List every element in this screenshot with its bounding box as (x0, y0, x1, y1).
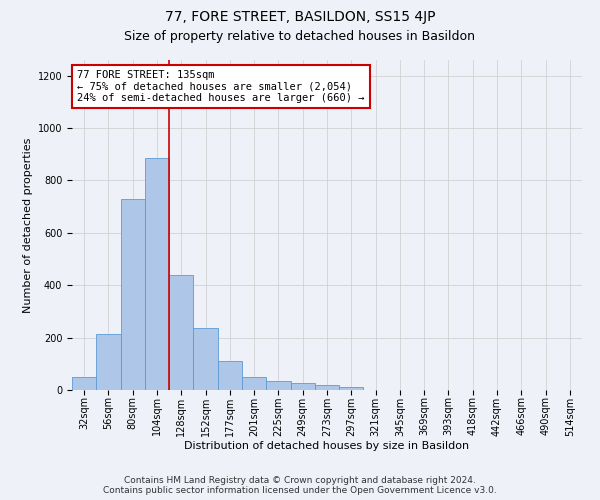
Bar (96, 334, 121, 390)
X-axis label: Distribution of detached houses by size in Basildon: Distribution of detached houses by size … (184, 442, 470, 452)
Text: Size of property relative to detached houses in Basildon: Size of property relative to detached ho… (125, 30, 476, 43)
Bar (339, 388, 364, 390)
Bar (121, 199, 145, 390)
Bar (290, 384, 315, 390)
Bar (169, 275, 193, 390)
Text: 77, FORE STREET, BASILDON, SS15 4JP: 77, FORE STREET, BASILDON, SS15 4JP (165, 10, 435, 24)
Bar (218, 361, 242, 390)
Bar (315, 385, 339, 390)
Bar (72, 377, 96, 390)
Bar (266, 381, 290, 390)
Y-axis label: Number of detached properties: Number of detached properties (23, 138, 34, 312)
Bar (242, 378, 266, 390)
Bar (145, 158, 169, 390)
Text: Contains HM Land Registry data © Crown copyright and database right 2024.
Contai: Contains HM Land Registry data © Crown c… (103, 476, 497, 495)
Text: 77 FORE STREET: 135sqm
← 75% of detached houses are smaller (2,054)
24% of semi-: 77 FORE STREET: 135sqm ← 75% of detached… (77, 70, 365, 103)
Bar (193, 328, 218, 390)
